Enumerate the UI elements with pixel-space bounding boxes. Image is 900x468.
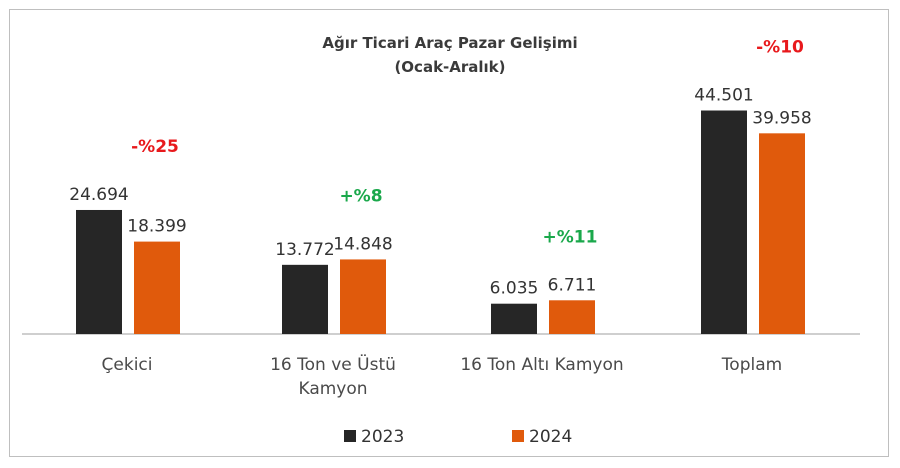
bar-2024-1 [340,259,386,334]
bar-2023-3 [701,110,747,334]
change-label-2: +%11 [543,227,598,247]
change-label-1: +%8 [339,186,382,206]
bar-2023-1 [282,264,328,334]
data-label-2024-0: 18.399 [127,217,186,237]
chart-subtitle: (Ocak-Aralık) [394,58,505,76]
category-label-0-0: Çekici [102,355,153,375]
chart-title: Ağır Ticari Araç Pazar Gelişimi [322,34,577,52]
data-label-2024-2: 6.711 [548,275,597,295]
legend: 2023 2024 [344,427,572,447]
legend-label-2024: 2024 [529,427,572,447]
bar-2024-3 [759,133,805,334]
legend-label-2023: 2023 [361,427,404,447]
bar-2024-0 [134,241,180,334]
legend-swatch-2024 [512,430,524,442]
bar-2024-2 [549,300,595,334]
category-label-3-0: Toplam [721,355,782,375]
category-label-1-0: 16 Ton ve Üstü [270,353,396,375]
data-label-2024-1: 14.848 [333,234,392,254]
data-label-2023-3: 44.501 [694,86,753,106]
bar-2023-2 [491,303,537,334]
data-label-2023-0: 24.694 [69,185,128,205]
change-label-3: -%10 [756,38,804,58]
data-label-2024-3: 39.958 [752,108,811,128]
data-label-2023-1: 13.772 [275,240,334,260]
bar-2023-0 [76,209,122,334]
legend-swatch-2023 [344,430,356,442]
data-label-2023-2: 6.035 [490,279,539,299]
change-label-0: -%25 [131,137,179,157]
category-label-2-0: 16 Ton Altı Kamyon [460,355,623,375]
category-label-1-1: Kamyon [298,379,367,399]
